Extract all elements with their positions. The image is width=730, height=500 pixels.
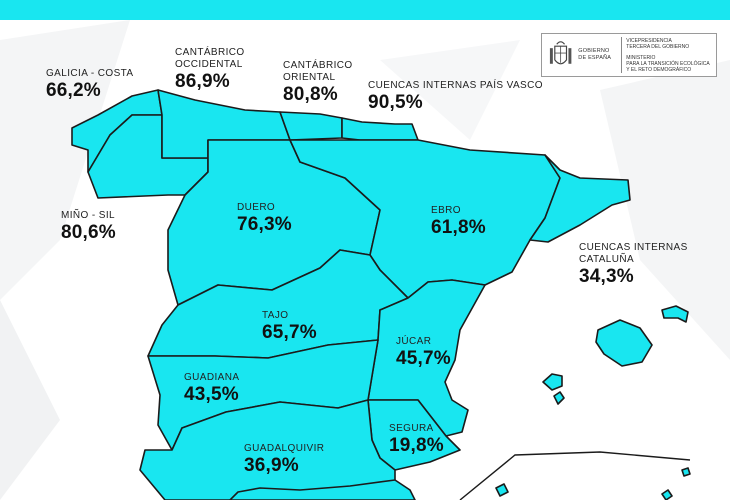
basin-name: JÚCAR	[396, 336, 432, 347]
basin-name-line1: CUENCAS INTERNAS	[579, 242, 688, 253]
label-galicia-costa: GALICIA - COSTA 66,2%	[46, 68, 134, 102]
basin-value: 66,2%	[46, 80, 101, 101]
basin-name: SEGURA	[389, 423, 434, 434]
basin-name: TAJO	[262, 310, 289, 321]
region-baleares-formentera[interactable]	[553, 391, 565, 405]
label-cuencas-internas-pais-vasco: CUENCAS INTERNAS PAÍS VASCO 90,5%	[368, 80, 543, 114]
coastline-africa	[459, 451, 691, 500]
basin-name-line1: CANTÁBRICO	[175, 47, 245, 58]
basin-name: CUENCAS INTERNAS PAÍS VASCO	[368, 80, 543, 91]
basin-name-line2: OCCIDENTAL	[175, 59, 243, 70]
label-duero: DUERO 76,3%	[237, 202, 292, 236]
basin-value: 80,8%	[283, 84, 338, 105]
basin-value: 45,7%	[396, 348, 451, 369]
basin-name-line1: CANTÁBRICO	[283, 60, 353, 71]
basin-value: 19,8%	[389, 435, 444, 456]
region-andalucia-costa[interactable]	[229, 479, 416, 500]
basin-value: 61,8%	[431, 217, 486, 238]
basin-name: DUERO	[237, 202, 276, 213]
coat-of-arms-icon	[549, 41, 572, 65]
label-guadalquivir: GUADALQUIVIR 36,9%	[244, 443, 324, 477]
label-jucar: JÚCAR 45,7%	[396, 336, 451, 370]
basin-name-line2: ORIENTAL	[283, 72, 336, 83]
label-ebro: EBRO 61,8%	[431, 205, 486, 239]
basin-name-line2: CATALUÑA	[579, 254, 635, 265]
basin-name: GUADALQUIVIR	[244, 443, 325, 454]
basin-value: 43,5%	[184, 384, 239, 405]
ministry-name: VICEPRESIDENCIA TERCERA DEL GOBIERNO MIN…	[626, 37, 710, 73]
basin-value: 65,7%	[262, 322, 317, 343]
region-islet[interactable]	[661, 489, 673, 500]
region-cantabrico-oriental[interactable]	[279, 111, 343, 141]
basin-value: 34,3%	[579, 266, 634, 287]
basin-value: 36,9%	[244, 455, 299, 476]
label-segura: SEGURA 19,8%	[389, 423, 444, 457]
basin-name: GALICIA - COSTA	[46, 68, 134, 79]
region-baleares-mallorca[interactable]	[595, 319, 653, 367]
top-accent-bar	[0, 0, 730, 20]
region-cuencas-internas-pais-vasco[interactable]	[341, 117, 419, 141]
label-cantabrico-occidental: CANTÁBRICO OCCIDENTAL 86,9%	[175, 47, 245, 93]
basin-value: 80,6%	[61, 222, 116, 243]
basin-value: 76,3%	[237, 214, 292, 235]
region-baleares-menorca[interactable]	[661, 305, 689, 323]
label-mino-sil: MIÑO - SIL 80,6%	[61, 210, 116, 244]
region-cuencas-internas-cataluna[interactable]	[529, 154, 631, 243]
government-name: GOBIERNO DE ESPAÑA	[578, 48, 612, 61]
label-guadiana: GUADIANA 43,5%	[184, 372, 239, 406]
label-cuencas-internas-cataluna: CUENCAS INTERNAS CATALUÑA 34,3%	[579, 242, 688, 288]
label-cantabrico-oriental: CANTÁBRICO ORIENTAL 80,8%	[283, 60, 353, 106]
label-tajo: TAJO 65,7%	[262, 310, 317, 344]
region-baleares-ibiza[interactable]	[542, 373, 563, 391]
basin-name: EBRO	[431, 205, 461, 216]
basin-value: 90,5%	[368, 92, 423, 113]
logo-divider	[621, 37, 623, 73]
region-guadalquivir[interactable]	[139, 399, 396, 500]
basin-value: 86,9%	[175, 71, 230, 92]
region-melilla[interactable]	[495, 483, 509, 497]
government-logo: GOBIERNO DE ESPAÑA VICEPRESIDENCIA TERCE…	[541, 33, 717, 77]
basin-name: MIÑO - SIL	[61, 210, 116, 221]
basin-name: GUADIANA	[184, 372, 240, 383]
region-islet-2[interactable]	[681, 467, 691, 477]
